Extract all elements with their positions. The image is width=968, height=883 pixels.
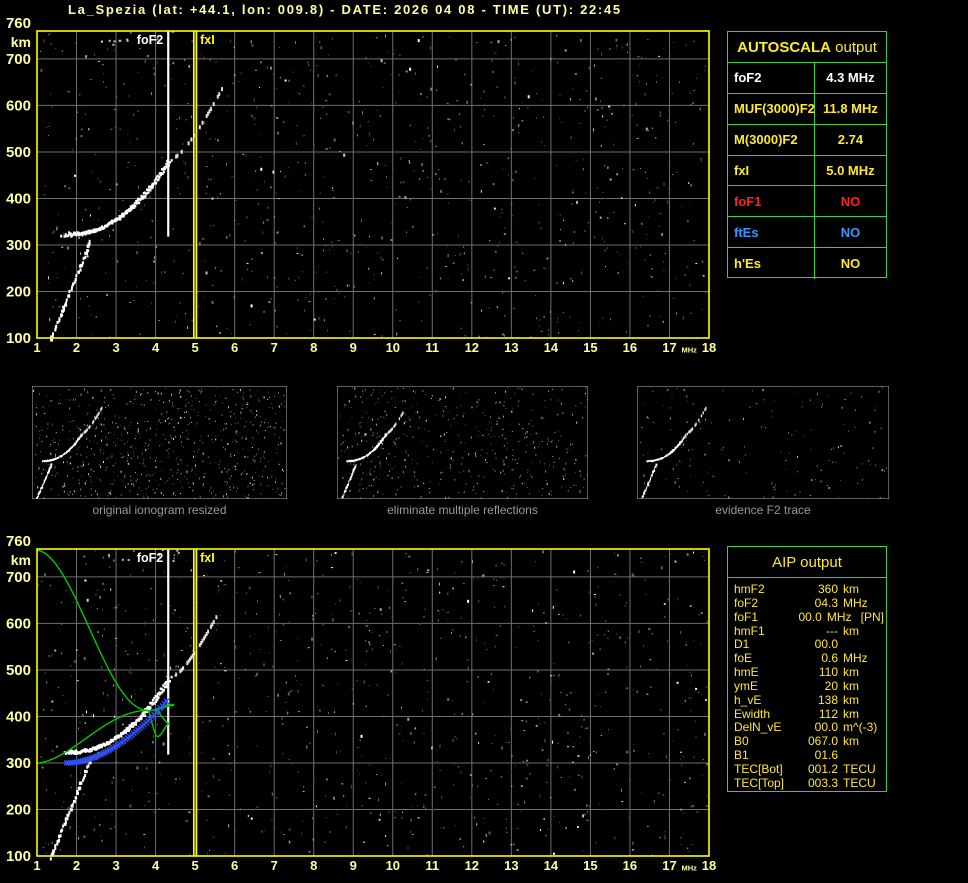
svg-text:16: 16 xyxy=(623,340,637,355)
svg-text:760: 760 xyxy=(6,533,31,550)
svg-text:15: 15 xyxy=(583,340,597,355)
svg-text:13: 13 xyxy=(504,340,518,355)
svg-text:17: 17 xyxy=(662,340,676,355)
svg-text:4: 4 xyxy=(152,858,160,873)
svg-text:14: 14 xyxy=(544,858,559,873)
svg-text:600: 600 xyxy=(6,615,31,632)
svg-text:300: 300 xyxy=(6,237,31,254)
svg-text:13: 13 xyxy=(504,858,518,873)
svg-text:400: 400 xyxy=(6,191,31,208)
svg-text:400: 400 xyxy=(6,709,31,726)
svg-text:km: km xyxy=(11,552,31,568)
svg-text:10: 10 xyxy=(386,340,400,355)
svg-text:8: 8 xyxy=(310,340,317,355)
svg-text:fxI: fxI xyxy=(200,33,215,47)
svg-text:3: 3 xyxy=(112,340,119,355)
svg-text:500: 500 xyxy=(6,144,31,161)
svg-text:7: 7 xyxy=(271,858,278,873)
svg-text:6: 6 xyxy=(231,340,238,355)
svg-text:2: 2 xyxy=(73,340,80,355)
svg-text:MHz: MHz xyxy=(681,346,697,355)
svg-text:4: 4 xyxy=(152,340,160,355)
svg-text:fxI: fxI xyxy=(200,551,215,565)
svg-text:km: km xyxy=(11,34,31,50)
svg-text:1: 1 xyxy=(33,858,40,873)
svg-text:1: 1 xyxy=(33,340,40,355)
svg-text:100: 100 xyxy=(6,848,31,865)
svg-text:11: 11 xyxy=(425,340,439,355)
svg-text:foF2: foF2 xyxy=(137,33,163,47)
svg-text:760: 760 xyxy=(6,15,31,32)
svg-text:5: 5 xyxy=(191,858,198,873)
svg-text:10: 10 xyxy=(386,858,400,873)
svg-text:9: 9 xyxy=(350,340,357,355)
svg-text:500: 500 xyxy=(6,662,31,679)
svg-text:15: 15 xyxy=(583,858,597,873)
svg-text:6: 6 xyxy=(231,858,238,873)
svg-text:3: 3 xyxy=(112,858,119,873)
svg-text:18: 18 xyxy=(702,858,716,873)
svg-text:8: 8 xyxy=(310,858,317,873)
svg-text:foF2: foF2 xyxy=(137,551,163,565)
svg-text:300: 300 xyxy=(6,755,31,772)
svg-text:700: 700 xyxy=(6,569,31,586)
svg-text:MHz: MHz xyxy=(681,864,697,873)
svg-text:12: 12 xyxy=(465,340,479,355)
svg-text:600: 600 xyxy=(6,97,31,114)
svg-text:200: 200 xyxy=(6,284,31,301)
svg-text:7: 7 xyxy=(271,340,278,355)
svg-text:700: 700 xyxy=(6,51,31,68)
svg-text:12: 12 xyxy=(465,858,479,873)
svg-text:18: 18 xyxy=(702,340,716,355)
svg-text:100: 100 xyxy=(6,330,31,347)
svg-text:16: 16 xyxy=(623,858,637,873)
svg-text:14: 14 xyxy=(544,340,559,355)
svg-text:2: 2 xyxy=(73,858,80,873)
svg-text:17: 17 xyxy=(662,858,676,873)
svg-text:5: 5 xyxy=(191,340,198,355)
svg-text:9: 9 xyxy=(350,858,357,873)
svg-text:11: 11 xyxy=(425,858,439,873)
svg-text:200: 200 xyxy=(6,802,31,819)
